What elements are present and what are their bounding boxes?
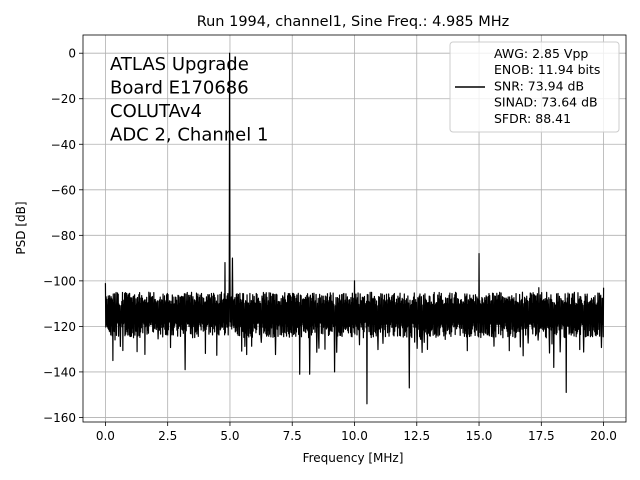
legend-entry: SFDR: 88.41 xyxy=(494,111,571,126)
y-tick-label: −60 xyxy=(51,183,76,197)
x-tick-label: 5.0 xyxy=(220,429,239,443)
x-tick-label: 2.5 xyxy=(158,429,177,443)
x-tick-label: 10.0 xyxy=(341,429,368,443)
x-axis-label: Frequency [MHz] xyxy=(303,451,404,465)
y-tick-label: −140 xyxy=(43,365,76,379)
x-tick-label: 12.5 xyxy=(403,429,430,443)
psd-line xyxy=(104,52,605,405)
annotation-line: Board E170686 xyxy=(110,78,249,99)
legend-entry: ENOB: 11.94 bits xyxy=(494,62,600,77)
legend-entry: SNR: 73.94 dB xyxy=(494,78,584,93)
x-tick-label: 20.0 xyxy=(590,429,617,443)
y-tick-label: −100 xyxy=(43,274,76,288)
x-tick-label: 17.5 xyxy=(528,429,555,443)
y-axis-label: PSD [dB] xyxy=(14,201,28,254)
legend-entry: AWG: 2.85 Vpp xyxy=(494,46,588,61)
y-tick-label: −80 xyxy=(51,229,76,243)
x-tick-label: 0.0 xyxy=(96,429,115,443)
y-tick-label: −20 xyxy=(51,92,76,106)
y-tick-label: −120 xyxy=(43,320,76,334)
legend-entry: SINAD: 73.64 dB xyxy=(494,95,598,110)
psd-series xyxy=(104,52,605,405)
x-tick-label: 15.0 xyxy=(466,429,493,443)
y-tick-label: −40 xyxy=(51,138,76,152)
x-tick-label: 7.5 xyxy=(283,429,302,443)
chart-title: Run 1994, channel1, Sine Freq.: 4.985 MH… xyxy=(197,14,510,30)
y-tick-label: 0 xyxy=(68,47,76,61)
annotation-line: ADC 2, Channel 1 xyxy=(110,125,268,146)
y-tick-label: −160 xyxy=(43,411,76,425)
axis-ticks: 0.0 2.5 5.0 7.5 10.0 12.5 15.0 17.5 20.0 0 −20 −40 −… xyxy=(43,47,617,443)
legend-box xyxy=(449,41,620,133)
annotation-line: COLUTAv4 xyxy=(110,101,202,122)
annotation-line: ATLAS Upgrade xyxy=(110,54,249,75)
